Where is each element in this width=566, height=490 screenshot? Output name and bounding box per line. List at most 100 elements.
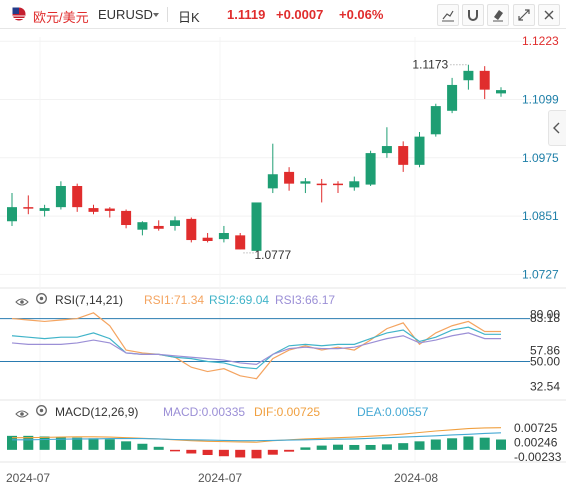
rsi-line-rsi2 <box>11 326 501 370</box>
candle-body <box>463 70 474 81</box>
high-annotation: 1.1173 <box>412 58 448 72</box>
fullscreen-icon <box>518 9 530 21</box>
candle-body <box>170 220 180 226</box>
rsi-settings-icon[interactable] <box>35 292 48 310</box>
eraser-icon <box>493 10 503 22</box>
candle-body <box>39 208 50 211</box>
low-annotation: 1.0777 <box>255 248 292 262</box>
candle-body <box>235 235 246 250</box>
candle-body <box>365 153 376 185</box>
macd-histogram-bar <box>202 449 213 456</box>
macd-histogram-bar <box>7 435 17 450</box>
candle-body <box>88 208 99 212</box>
macd-tick-label: 0.00246 <box>514 435 558 449</box>
line-tool-icon <box>442 10 454 22</box>
macd-value: MACD:0.00335 <box>163 405 246 419</box>
price-change-pct: +0.06% <box>339 7 384 22</box>
macd-histogram-bar <box>316 445 327 450</box>
symbol-label[interactable]: 欧元/美元 <box>33 10 89 25</box>
x-tick-label: 2024-08 <box>394 471 438 485</box>
macd-histogram-bar <box>398 443 409 450</box>
eraser-button[interactable] <box>487 4 509 26</box>
flag-icon <box>12 7 26 21</box>
macd-histogram-bar <box>381 444 392 450</box>
price-tick-label: 1.0851 <box>522 209 559 223</box>
candle-body <box>381 146 392 154</box>
axes: 1.1223 1.1099 1.0975 1.0851 1.0727 83.1880.00… <box>6 34 562 485</box>
toolbar-header: 欧元/美元 EURUSD 日K 1.1119 +0.0007 +0.06% <box>0 0 566 29</box>
candle-body <box>496 90 506 94</box>
candle-body <box>414 136 425 165</box>
candle-body <box>104 208 115 211</box>
dropdown-caret-icon[interactable] <box>153 13 159 17</box>
collapse-arrow-icon <box>553 122 560 134</box>
collapse-panel-button[interactable] <box>548 110 566 146</box>
price-tick-label: 1.0727 <box>522 267 559 281</box>
magnet-button[interactable] <box>462 4 484 26</box>
macd-histogram-bar <box>447 438 458 450</box>
rsi-line-rsi3 <box>11 332 501 365</box>
candle-body <box>398 146 409 165</box>
macd-histogram-bar <box>496 439 506 450</box>
price-tick-label: 1.0975 <box>522 151 559 165</box>
candle-body <box>137 222 148 230</box>
rsi-eye-icon[interactable] <box>15 294 29 312</box>
rsi-title: RSI(7,14,21) <box>55 293 124 307</box>
candle-body <box>23 207 34 209</box>
rsi-panel <box>0 312 530 380</box>
settings-icon <box>36 405 47 416</box>
ticker-label[interactable]: EURUSD <box>98 7 153 22</box>
macd-eye-icon[interactable] <box>15 406 29 424</box>
macd-histogram-bar <box>88 438 99 450</box>
settings-icon <box>36 293 47 304</box>
close-icon <box>544 10 554 20</box>
candle-body <box>55 185 66 208</box>
candle-body <box>479 70 490 90</box>
rsi-line-rsi1 <box>11 312 501 380</box>
candle-body <box>284 171 295 184</box>
candle-body <box>72 185 83 208</box>
macd-histogram-bar <box>300 447 311 450</box>
header-divider <box>167 7 168 22</box>
macd-histogram-bar <box>251 449 262 459</box>
rsi-tick-label: 50.00 <box>530 355 560 369</box>
magnet-icon <box>468 10 478 21</box>
macd-histogram-bar <box>55 437 66 450</box>
macd-histogram-bar <box>72 437 83 450</box>
macd-histogram-bar <box>104 439 115 450</box>
rsi2-value: RSI2:69.04 <box>209 293 270 307</box>
interval-selector[interactable]: 日K <box>178 10 200 25</box>
macd-settings-icon[interactable] <box>35 404 48 422</box>
macd-histogram-bar <box>235 449 246 458</box>
line-tool-button[interactable] <box>437 4 459 26</box>
macd-line-dif <box>12 427 502 443</box>
rsi3-value: RSI3:66.17 <box>275 293 336 307</box>
macd-title: MACD(12,26,9) <box>55 405 139 419</box>
close-button[interactable] <box>538 4 560 26</box>
macd-histogram-bar <box>430 439 441 450</box>
macd-histogram-bar <box>186 449 197 454</box>
dif-value: DIF:0.00725 <box>254 405 321 419</box>
macd-histogram-bar <box>479 437 490 450</box>
candle-body <box>349 181 360 188</box>
candle-body <box>121 210 132 226</box>
macd-tick-label: -0.00233 <box>514 450 562 464</box>
macd-tick-label: 0.00725 <box>514 421 558 435</box>
price-tick-label: 1.1223 <box>522 34 559 48</box>
candle-body <box>300 181 311 184</box>
candle-body <box>316 183 327 186</box>
macd-histogram-bar <box>267 449 278 455</box>
current-price: 1.1119 <box>227 7 266 22</box>
x-tick-label: 2024-07 <box>198 471 242 485</box>
fullscreen-button[interactable] <box>513 4 535 26</box>
macd-histogram-bar <box>414 441 425 450</box>
price-tick-label: 1.1099 <box>522 93 559 107</box>
macd-histogram-bar <box>218 449 229 457</box>
candle-body <box>186 218 197 241</box>
macd-panel <box>7 427 506 459</box>
candle-body <box>251 202 262 251</box>
x-tick-label: 2024-07 <box>6 471 50 485</box>
macd-histogram-bar <box>121 441 132 450</box>
macd-histogram-bar <box>365 444 376 450</box>
